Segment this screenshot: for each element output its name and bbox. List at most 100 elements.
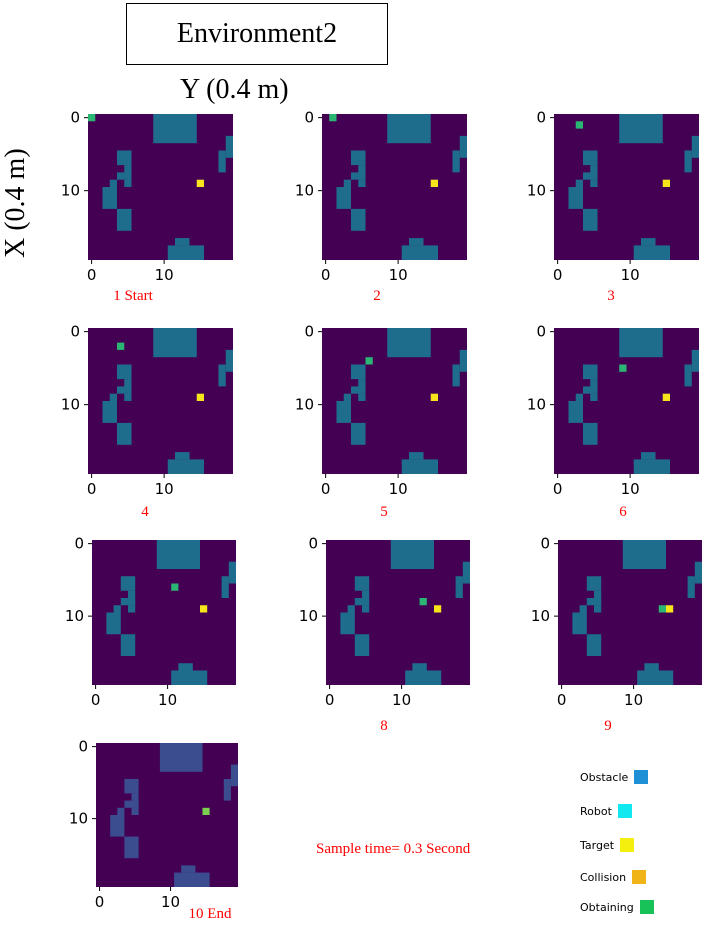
heatmap-plot: 0 10 0 10 (299, 535, 470, 709)
heatmap-panel: 0 10 0 10 (48, 316, 243, 502)
obstacle-cell (583, 172, 598, 180)
robot-cell (88, 114, 96, 122)
obstacle-cell (586, 576, 602, 591)
y-tick-label: 10 (61, 396, 80, 414)
obstacle-cell (583, 386, 598, 394)
heatmap-panel: 0 10 0 10 (56, 731, 248, 915)
robot-cell (365, 357, 373, 365)
x-tick-label: 10 (155, 480, 174, 498)
sample-time-label: Sample time= 0.3 Second (316, 841, 471, 857)
obstacle-cell (354, 634, 370, 656)
obstacle-cell (687, 576, 695, 598)
panel-caption: 3 (607, 288, 615, 304)
obstacle-cell (120, 634, 136, 656)
obstacle-cell (622, 540, 666, 569)
target-cell (662, 393, 670, 401)
obstacle-cell (124, 836, 139, 859)
obstacle-cell (218, 150, 226, 173)
heatmap-panel: 0 10 0 10 (514, 102, 706, 288)
y-tick-label: 0 (304, 323, 314, 341)
legend-label: Obstacle (580, 770, 629, 784)
heatmap-panel: 0 10 0 10 (282, 102, 477, 288)
obstacle-cell (633, 459, 670, 474)
obstacle-cell (586, 598, 602, 606)
obstacle-cell (156, 540, 200, 569)
obstacle-cell (409, 238, 424, 246)
x-tick-label: 0 (325, 691, 335, 709)
obstacle-cell (110, 815, 125, 837)
obstacle-cell (401, 245, 438, 260)
panel-caption: 5 (380, 504, 388, 520)
legend-item-collision: Collision (580, 870, 647, 884)
obstacle-cell (178, 663, 193, 671)
target-cell (430, 393, 438, 401)
obstacle-cell (619, 114, 663, 144)
obstacle-cell (167, 459, 204, 474)
obstacle-cell (336, 187, 351, 209)
x-tick-label: 10 (621, 480, 640, 498)
target-cell (662, 179, 670, 187)
obstacle-cell (354, 576, 370, 591)
y-tick-label: 0 (536, 109, 546, 127)
obstacle-cell (109, 393, 117, 401)
obstacle-cell (131, 807, 139, 815)
obstacle-cell (153, 328, 197, 358)
obstacle-cell (225, 135, 233, 158)
robot-cell (117, 342, 125, 350)
x-tick-label: 0 (557, 691, 567, 709)
heatmap-panel: 0 10 0 10 (286, 528, 480, 713)
heatmap-plot: 0 10 0 10 (295, 323, 467, 498)
obstacle-cell (691, 349, 699, 372)
heatmap-plot: 0 10 0 10 (61, 323, 233, 498)
obstacle-cell (459, 349, 467, 372)
robot-cell (619, 364, 627, 372)
obstacle-cell (343, 179, 351, 187)
obstacle-cell (174, 872, 210, 887)
y-tick-label: 10 (299, 607, 318, 625)
x-tick-label: 10 (158, 691, 177, 709)
y-tick-label: 10 (61, 182, 80, 200)
obstacle-cell (684, 364, 692, 387)
obtaining-cell (202, 807, 210, 815)
legend-label: Target (580, 838, 615, 852)
x-axis-label: X (0.4 m) (0, 148, 31, 258)
obstacle-cell (409, 452, 424, 460)
legend-swatch-target (620, 838, 635, 852)
y-tick-label: 0 (78, 738, 88, 756)
obstacle-cell (351, 364, 366, 380)
heatmap-plot: 0 10 0 10 (531, 535, 702, 709)
heatmap-plot: 0 10 0 10 (65, 535, 236, 709)
y-tick-label: 10 (295, 182, 314, 200)
heatmap-panel: 0 10 0 10 (514, 316, 706, 502)
obstacle-cell (117, 386, 132, 394)
obstacle-cell (633, 245, 670, 260)
obstacle-cell (412, 663, 427, 671)
x-tick-label: 0 (553, 480, 563, 498)
legend-swatch-obtaining (639, 900, 654, 914)
x-tick-label: 10 (389, 480, 408, 498)
robot-cell (419, 598, 427, 606)
y-tick-label: 10 (69, 810, 88, 828)
obstacle-cell (568, 187, 583, 209)
legend-item-target: Target (580, 838, 635, 852)
y-tick-label: 10 (527, 396, 546, 414)
legend-swatch-collision (632, 870, 647, 884)
legend-item-obstacle: Obstacle (580, 770, 649, 784)
legend-item-robot: Robot (580, 804, 632, 818)
obstacle-cell (619, 328, 663, 358)
robot-cell (329, 114, 337, 122)
obstacle-cell (106, 612, 121, 635)
obstacle-cell (175, 238, 190, 246)
y-tick-label: 0 (540, 535, 550, 553)
x-tick-label: 0 (553, 266, 563, 284)
x-tick-label: 0 (87, 480, 97, 498)
x-tick-label: 10 (392, 691, 411, 709)
obstacle-cell (124, 779, 139, 794)
obstacle-cell (354, 598, 370, 606)
x-tick-label: 10 (624, 691, 643, 709)
obstacle-cell (223, 779, 231, 801)
obstacle-cell (452, 150, 460, 173)
obstacle-cell (590, 393, 598, 401)
obstacle-cell (117, 172, 132, 180)
